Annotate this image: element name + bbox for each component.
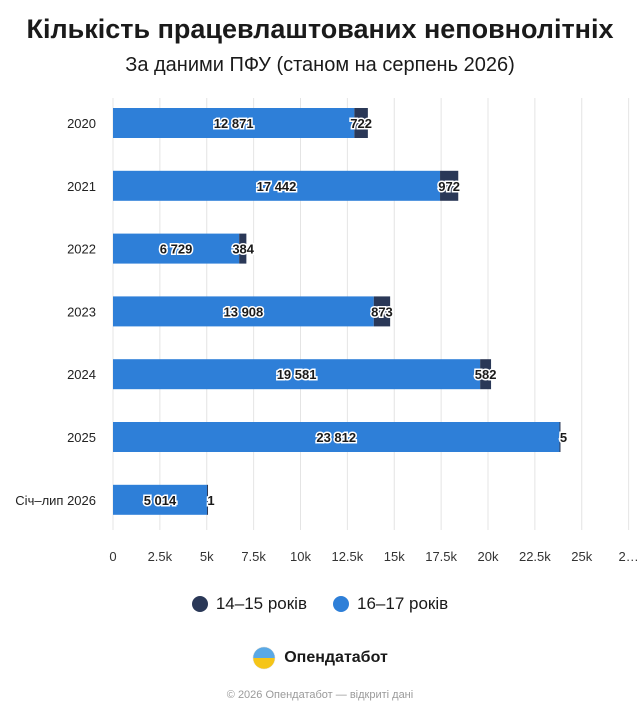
x-tick-label: 17.5k xyxy=(425,549,457,564)
data-label-14-15: 1 xyxy=(207,493,214,508)
chart-title: Кількість працевлаштованих неповнолітніх xyxy=(26,14,614,44)
legend-swatch-14-15 xyxy=(191,596,208,612)
bar-16-17 xyxy=(113,108,355,138)
data-label-14-15: 722 xyxy=(350,116,372,131)
x-tick-label: 5k xyxy=(200,549,214,564)
bar-16-17 xyxy=(113,233,240,264)
category-label: Січ–лип 2026 xyxy=(15,493,96,508)
x-tick-label: 0 xyxy=(109,549,116,564)
data-label-16-17: 23 812 xyxy=(316,430,356,445)
legend-item-16-17[interactable]: 16–17 років xyxy=(333,594,448,614)
legend-swatch-16-17 xyxy=(333,596,349,612)
stacked-bar-chart: 0 2.5k 5k 7.5k 10k 12.5k 15k 17.5k 20k 22.5k 25k 2…… xyxy=(15,98,639,564)
data-label-16-17: 17 442 xyxy=(257,179,297,194)
chart-legend: 14–15 років 16–17 років xyxy=(0,594,640,614)
bar-14-15 xyxy=(480,359,492,390)
legend-item-14-15[interactable]: 14–15 років xyxy=(191,594,307,614)
data-label-16-17: 5 014 xyxy=(144,493,177,508)
category-label: 2021 xyxy=(67,179,96,194)
brand-logo-icon xyxy=(252,646,276,670)
bar-14-15 xyxy=(373,296,391,327)
x-tick-label: 10k xyxy=(290,549,311,564)
x-tick-label: 20k xyxy=(478,549,499,564)
x-tick-label: 22.5k xyxy=(519,549,551,564)
x-tick-label: 2… xyxy=(619,549,639,564)
x-tick-label: 12.5k xyxy=(331,549,363,564)
legend-label-16-17: 16–17 років xyxy=(357,594,449,613)
data-label-16-17: 19 581 xyxy=(277,367,317,382)
bar-16-17 xyxy=(113,296,374,327)
data-label-14-15: 5 xyxy=(560,430,567,445)
category-label: 2024 xyxy=(67,367,96,382)
category-label: 2020 xyxy=(67,116,96,131)
brand-name: Опендатабот xyxy=(284,649,388,666)
chart-subtitle: За даними ПФУ (станом на серпень 2026) xyxy=(125,54,515,76)
bar-14-15 xyxy=(239,233,247,264)
data-label-14-15: 972 xyxy=(438,179,460,194)
bar-16-17 xyxy=(113,170,441,201)
brand: Опендатабот xyxy=(0,646,640,670)
data-label-14-15: 384 xyxy=(232,242,254,257)
bar-14-15 xyxy=(559,422,561,452)
x-tick-label: 25k xyxy=(571,549,592,564)
x-tick-label: 2.5k xyxy=(148,549,173,564)
bar-16-17 xyxy=(113,359,481,390)
data-label-16-17: 13 908 xyxy=(224,304,264,319)
bar-16-17 xyxy=(113,484,208,515)
data-label-14-15: 582 xyxy=(475,367,497,382)
bar-14-15 xyxy=(207,484,209,515)
data-label-14-15: 873 xyxy=(371,304,393,319)
bar-14-15 xyxy=(440,170,459,201)
data-label-16-17: 6 729 xyxy=(160,242,193,257)
category-label: 2025 xyxy=(67,430,96,445)
legend-label-14-15: 14–15 років xyxy=(215,594,307,613)
x-tick-label: 7.5k xyxy=(241,549,266,564)
bar-14-15 xyxy=(354,108,368,138)
data-label-16-17: 12 871 xyxy=(214,116,254,131)
bar-16-17 xyxy=(113,422,560,452)
category-label: 2022 xyxy=(67,242,96,257)
footer-note: © 2026 Опендатабот — відкриті дані xyxy=(226,689,414,701)
x-tick-label: 15k xyxy=(384,549,405,564)
category-label: 2023 xyxy=(67,304,96,319)
